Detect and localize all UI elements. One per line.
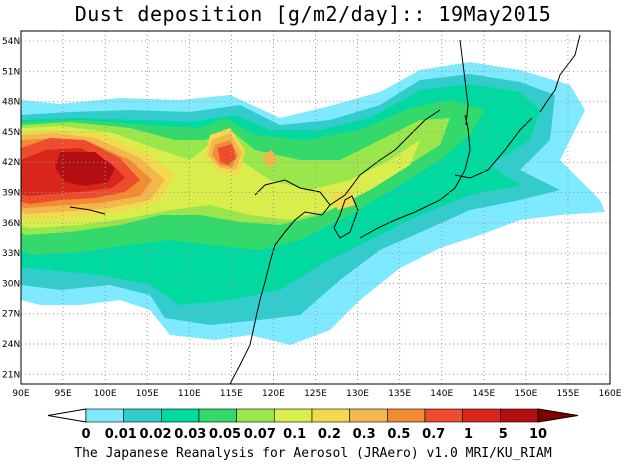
latitude-labels: 54N 51N 48N 45N 42N 39N 36N 33N 30N 27N 24N 21N xyxy=(2,37,20,380)
colorbar-label: 0 xyxy=(81,427,90,442)
longitude-label: 150E xyxy=(514,389,537,399)
latitude-label: 24N xyxy=(2,340,20,350)
colorbar-label: 0.5 xyxy=(387,427,410,442)
longitude-label: 95E xyxy=(55,389,72,399)
latitude-label: 33N xyxy=(2,249,20,259)
colorbar-swatch xyxy=(500,408,539,423)
colorbar-swatch xyxy=(198,408,237,423)
colorbar-swatch xyxy=(236,408,275,423)
latitude-label: 45N xyxy=(2,128,20,138)
latitude-label: 21N xyxy=(2,370,20,380)
latitude-label: 30N xyxy=(2,279,20,289)
longitude-label: 120E xyxy=(262,389,285,399)
colorbar-swatch xyxy=(274,408,313,423)
longitude-label: 160E xyxy=(599,389,622,399)
colorbar-label: 0.07 xyxy=(244,427,276,442)
longitude-labels: 90E 95E 100E 105E 110E 115E 120E 125E 130E 135E 14… xyxy=(12,389,621,399)
colorbar-label: 1 xyxy=(464,427,473,442)
latitude-label: 42N xyxy=(2,158,20,168)
map-title: Dust deposition [g/m2/day]:: 19May2015 xyxy=(74,2,552,26)
latitude-label: 54N xyxy=(2,37,20,47)
longitude-label: 115E xyxy=(220,389,243,399)
latitude-label: 39N xyxy=(2,189,20,199)
colorbar-upper-triangle xyxy=(537,408,579,423)
coastlines xyxy=(69,34,581,384)
colorbar-swatch xyxy=(387,408,426,423)
map-footer: The Japanese Reanalysis for Aerosol (JRA… xyxy=(74,446,552,461)
colorbar-label: 0.1 xyxy=(283,427,306,442)
colorbar-swatch xyxy=(349,408,388,423)
latitude-label: 27N xyxy=(2,310,20,320)
dust-level-5 xyxy=(55,152,115,186)
colorbar-label: 0.3 xyxy=(353,427,376,442)
colorbar-label: 0.01 xyxy=(105,427,137,442)
colorbar-swatch xyxy=(85,408,124,423)
latitude-label: 48N xyxy=(2,98,20,108)
latitude-label: 36N xyxy=(2,219,20,229)
colorbar-swatch xyxy=(462,408,501,423)
longitude-label: 130E xyxy=(346,389,369,399)
longitude-label: 145E xyxy=(472,389,495,399)
colorbar: 0 0.01 0.02 0.03 0.05 0.07 0.1 0.2 0.3 0.5 0.7 1 5 10 xyxy=(47,408,579,442)
colorbar-label: 5 xyxy=(499,427,508,442)
map-frame xyxy=(20,30,611,385)
colorbar-label: 10 xyxy=(529,427,547,442)
colorbar-label: 0.02 xyxy=(139,427,171,442)
longitude-label: 105E xyxy=(136,389,159,399)
longitude-label: 125E xyxy=(304,389,327,399)
colorbar-swatch xyxy=(311,408,350,423)
colorbar-swatch xyxy=(161,408,200,423)
colorbar-swatch xyxy=(424,408,463,423)
colorbar-label: 0.2 xyxy=(318,427,341,442)
longitude-label: 110E xyxy=(178,389,201,399)
colorbar-label: 0.7 xyxy=(422,427,445,442)
longitude-label: 140E xyxy=(430,389,453,399)
colorbar-label: 0.03 xyxy=(174,427,206,442)
longitude-label: 100E xyxy=(94,389,117,399)
longitude-label: 90E xyxy=(12,389,29,399)
longitude-label: 155E xyxy=(556,389,579,399)
dust-field xyxy=(21,34,605,384)
latitude-label: 51N xyxy=(2,67,20,77)
graticule xyxy=(21,31,610,384)
colorbar-swatch xyxy=(123,408,162,423)
colorbar-lower-triangle xyxy=(47,408,87,423)
longitude-label: 135E xyxy=(388,389,411,399)
colorbar-label: 0.05 xyxy=(209,427,241,442)
